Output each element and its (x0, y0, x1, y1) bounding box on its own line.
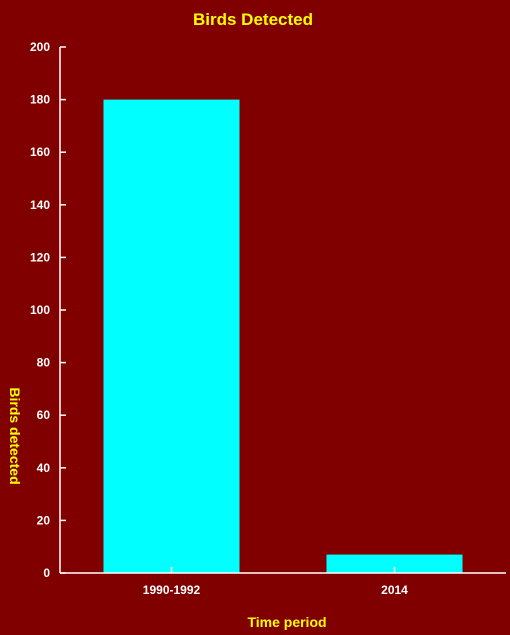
y-tick-label: 40 (37, 461, 51, 475)
y-tick-label: 180 (30, 93, 50, 107)
y-tick-label: 200 (30, 40, 50, 54)
bar-1990-1992 (103, 99, 240, 573)
y-axis-label: Birds detected (7, 387, 23, 484)
y-tick-label: 100 (30, 303, 50, 317)
chart-title: Birds Detected (193, 10, 313, 29)
y-tick-label: 80 (37, 356, 51, 370)
x-tick-label: 2014 (381, 583, 408, 597)
y-tick-label: 0 (43, 566, 50, 580)
y-tick-label: 120 (30, 250, 50, 264)
bar-2014 (326, 554, 463, 573)
plot-area: 1990-1992 2014 0 20 40 60 80 100 120 140 160 180 200 (30, 40, 506, 597)
x-axis-label: Time period (247, 614, 326, 630)
y-tick-label: 140 (30, 198, 50, 212)
y-tick-label: 160 (30, 145, 50, 159)
y-tick-label: 20 (37, 513, 51, 527)
x-tick-label: 1990-1992 (143, 583, 201, 597)
y-tick-label: 60 (37, 408, 51, 422)
